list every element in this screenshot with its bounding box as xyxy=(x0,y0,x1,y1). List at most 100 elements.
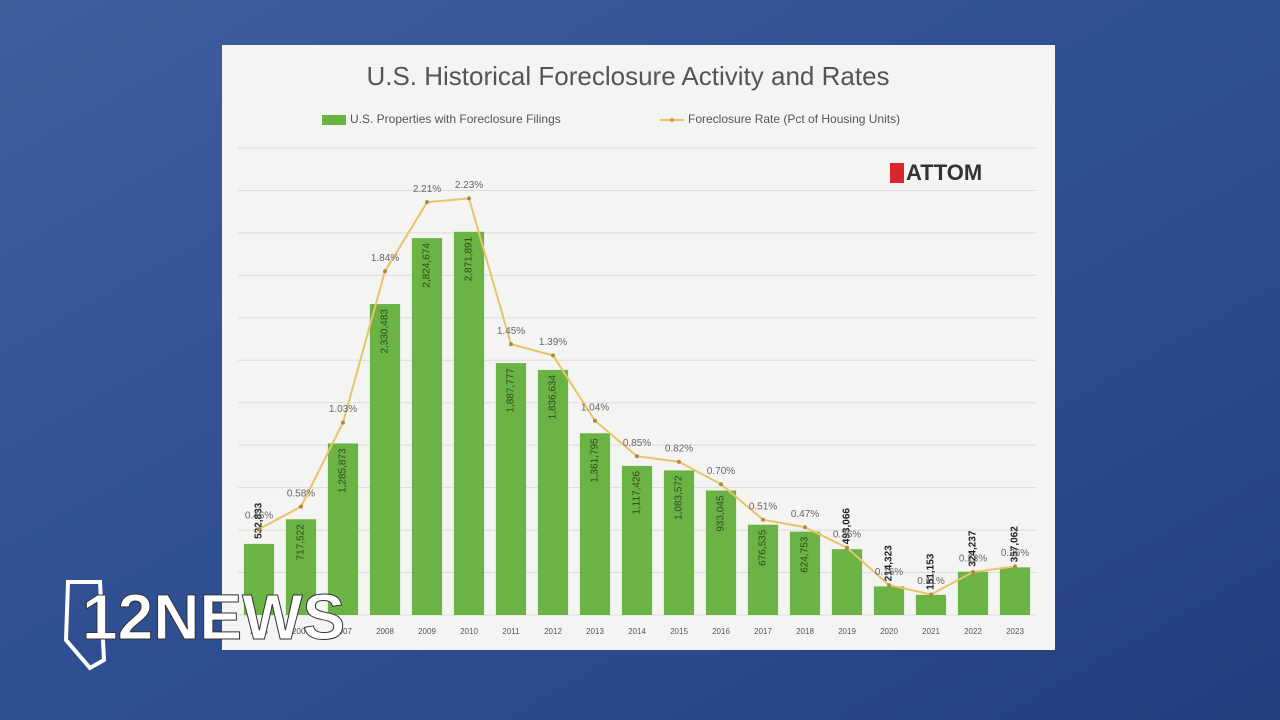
rate-marker xyxy=(509,342,513,347)
bar-value-label: 532,833 xyxy=(254,502,265,539)
rate-marker xyxy=(257,527,261,532)
rate-value-label: 0.82% xyxy=(665,443,693,454)
rate-marker xyxy=(467,196,471,201)
bar-value-label: 214,323 xyxy=(884,545,895,582)
legend-label: Foreclosure Rate (Pct of Housing Units) xyxy=(688,112,900,126)
x-tick-label: 2014 xyxy=(628,627,646,636)
rate-value-label: 1.39% xyxy=(539,337,567,348)
rate-marker xyxy=(845,545,849,550)
rate-marker xyxy=(383,269,387,274)
legend-swatch xyxy=(322,115,346,125)
rate-marker xyxy=(341,420,345,425)
rate-value-label: 0.36% xyxy=(833,529,861,540)
x-tick-label: 2007 xyxy=(334,627,352,636)
rate-value-label: 0.51% xyxy=(749,501,777,512)
rate-marker xyxy=(719,482,723,487)
rate-marker xyxy=(761,517,765,522)
rate-value-label: 1.45% xyxy=(497,326,525,337)
legend-label: U.S. Properties with Foreclosure Filings xyxy=(350,112,561,126)
x-tick-label: 2009 xyxy=(418,627,436,636)
x-tick-label: 2012 xyxy=(544,627,562,636)
x-tick-label: 2017 xyxy=(754,627,772,636)
bar-value-label: 1,117,426 xyxy=(632,470,643,514)
rate-value-label: 2.21% xyxy=(413,184,441,195)
plot: 2005 2006 2007 2008 2009 2010 2011 2012 2013 2014… xyxy=(238,147,1036,636)
bar xyxy=(243,543,275,615)
x-tick-label: 2011 xyxy=(502,627,520,636)
rate-value-label: 0.11% xyxy=(917,576,945,587)
bar-value-label: 1,083,572 xyxy=(674,475,685,520)
bar-value-label: 151,153 xyxy=(926,553,937,590)
legend-marker xyxy=(670,118,674,122)
bar-value-label: 624,753 xyxy=(800,536,811,573)
bar xyxy=(495,363,527,615)
x-tick-label: 2006 xyxy=(292,627,310,636)
rate-value-label: 1.04% xyxy=(581,402,609,413)
rate-marker xyxy=(1013,564,1017,569)
bar-value-label: 1,361,795 xyxy=(590,438,601,483)
bar-value-label: 357,062 xyxy=(1010,526,1021,563)
bar-value-label: 933,045 xyxy=(716,495,727,532)
watermark: ATTOM xyxy=(906,160,982,185)
bar-value-label: 324,237 xyxy=(968,530,979,567)
rate-marker xyxy=(677,459,681,464)
broadcaster-logo-text: 12NEWS xyxy=(82,581,345,653)
rate-value-label: 1.84% xyxy=(371,253,399,264)
bar xyxy=(705,490,737,615)
bar-value-label: 2,824,674 xyxy=(422,243,433,288)
rate-value-label: 0.85% xyxy=(623,438,651,449)
bar xyxy=(327,443,359,615)
rate-marker xyxy=(929,592,933,597)
bar-value-label: 493,066 xyxy=(842,508,853,545)
rate-marker xyxy=(971,570,975,575)
rate-value-label: 0.46% xyxy=(245,511,273,522)
bar xyxy=(999,567,1031,615)
x-tick-label: 2013 xyxy=(586,627,604,636)
rate-value-label: 1.03% xyxy=(329,404,357,415)
bar-value-label: 2,871,891 xyxy=(464,236,475,281)
rate-value-label: 0.23% xyxy=(959,554,987,565)
bar xyxy=(789,531,821,615)
bar xyxy=(957,571,989,615)
rate-marker xyxy=(299,504,303,509)
rate-value-label: 0.16% xyxy=(875,567,903,578)
bar-value-label: 2,330,483 xyxy=(380,309,391,354)
bar xyxy=(831,549,863,615)
rate-value-label: 0.47% xyxy=(791,509,819,520)
bar xyxy=(453,231,485,616)
bar-value-label: 1,836,634 xyxy=(548,375,559,420)
chart-title: U.S. Historical Foreclosure Activity and… xyxy=(366,61,889,91)
rate-marker xyxy=(425,200,429,205)
x-tick-label: 2005 xyxy=(250,627,268,636)
bar-value-label: 1,285,873 xyxy=(338,448,349,493)
x-tick-label: 2023 xyxy=(1006,627,1024,636)
broadcaster-logo: 12NEWS xyxy=(63,580,346,671)
bar-value-label: 717,522 xyxy=(296,524,307,561)
bar xyxy=(915,594,947,615)
bar-value-label: 676,535 xyxy=(758,529,769,566)
x-tick-label: 2018 xyxy=(796,627,814,636)
x-tick-label: 2021 xyxy=(922,627,940,636)
watermark-icon xyxy=(890,163,904,183)
bar xyxy=(411,238,443,615)
logo-state-outline xyxy=(63,580,107,671)
rate-value-label: 0.26% xyxy=(1001,548,1029,559)
rate-marker xyxy=(803,525,807,530)
x-tick-label: 2016 xyxy=(712,627,730,636)
x-tick-label: 2008 xyxy=(376,627,394,636)
bar xyxy=(537,369,569,615)
x-tick-label: 2015 xyxy=(670,627,688,636)
bar xyxy=(873,586,905,615)
x-tick-label: 2022 xyxy=(964,627,982,636)
rate-value-label: 2.23% xyxy=(455,180,483,191)
bar xyxy=(369,304,401,615)
x-tick-label: 2010 xyxy=(460,627,478,636)
rate-value-label: 0.58% xyxy=(287,488,315,499)
bar xyxy=(285,519,317,615)
bar xyxy=(621,465,653,615)
bar xyxy=(747,524,779,615)
x-tick-label: 2019 xyxy=(838,627,856,636)
bar xyxy=(663,470,695,615)
rate-marker xyxy=(635,454,639,459)
